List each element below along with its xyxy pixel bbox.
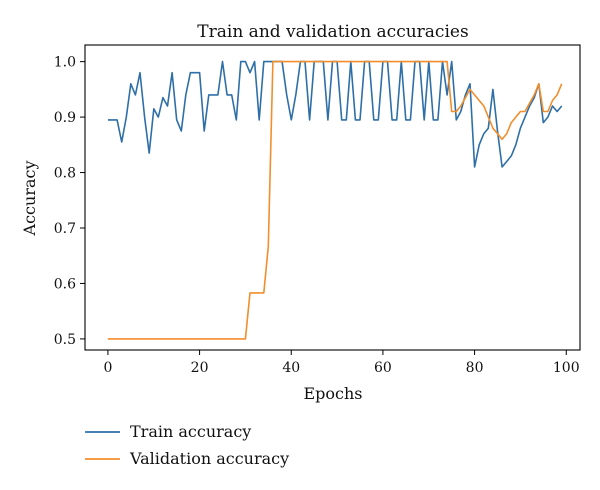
y-tick-label: 0.8 (54, 166, 76, 182)
validation-accuracy-line (107, 60, 563, 340)
plot-area-frame (84, 44, 581, 351)
y-axis-label: Accuracy (20, 161, 39, 237)
train-accuracy-line (107, 60, 563, 168)
y-tick-label: 0.9 (54, 110, 76, 126)
chart-title: Train and validation accuracies (197, 22, 468, 42)
y-tick-label: 0.5 (54, 332, 76, 348)
y-tick-label: 1.0 (54, 55, 76, 71)
y-tick-label: 0.7 (54, 221, 76, 237)
x-tick-label: 60 (374, 360, 392, 376)
y-axis: 0.5 0.6 0.7 0.8 0.9 1.0 (54, 55, 85, 348)
x-axis: 0 20 40 60 80 100 (103, 350, 580, 376)
legend-label-validation: Validation accuracy (129, 449, 289, 468)
x-tick-label: 40 (282, 360, 300, 376)
y-tick-label: 0.6 (54, 276, 76, 292)
legend: Train accuracy Validation accuracy (85, 422, 289, 468)
legend-label-train: Train accuracy (130, 422, 251, 441)
x-tick-label: 20 (191, 360, 209, 376)
series-lines (107, 60, 563, 340)
x-tick-label: 80 (466, 360, 484, 376)
x-tick-label: 0 (103, 360, 112, 376)
x-tick-label: 100 (553, 360, 580, 376)
x-axis-label: Epochs (303, 384, 362, 403)
